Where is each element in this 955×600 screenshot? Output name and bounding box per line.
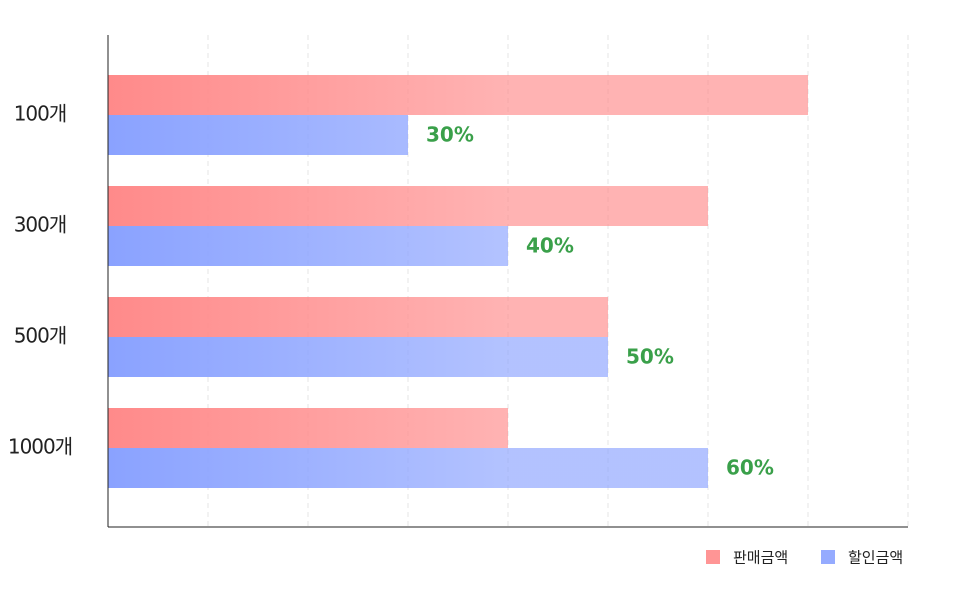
bar <box>108 115 408 155</box>
y-tick-label: 300개 <box>14 213 67 237</box>
legend-label: 판매금액 <box>733 549 788 567</box>
bar <box>108 75 808 115</box>
y-tick-label: 500개 <box>14 324 67 348</box>
legend-swatch <box>821 550 835 564</box>
bar <box>108 448 708 488</box>
bar <box>108 337 608 377</box>
y-tick-label: 1000개 <box>8 435 72 459</box>
legend-swatch <box>706 550 720 564</box>
y-tick-label: 100개 <box>14 102 67 126</box>
bar <box>108 226 508 266</box>
value-label: 40% <box>526 234 574 258</box>
legend-label: 할인금액 <box>848 549 903 567</box>
value-label: 50% <box>626 345 674 369</box>
value-label: 30% <box>426 123 474 147</box>
bar <box>108 408 508 448</box>
bar <box>108 297 608 337</box>
value-label: 60% <box>726 456 774 480</box>
bar <box>108 186 708 226</box>
